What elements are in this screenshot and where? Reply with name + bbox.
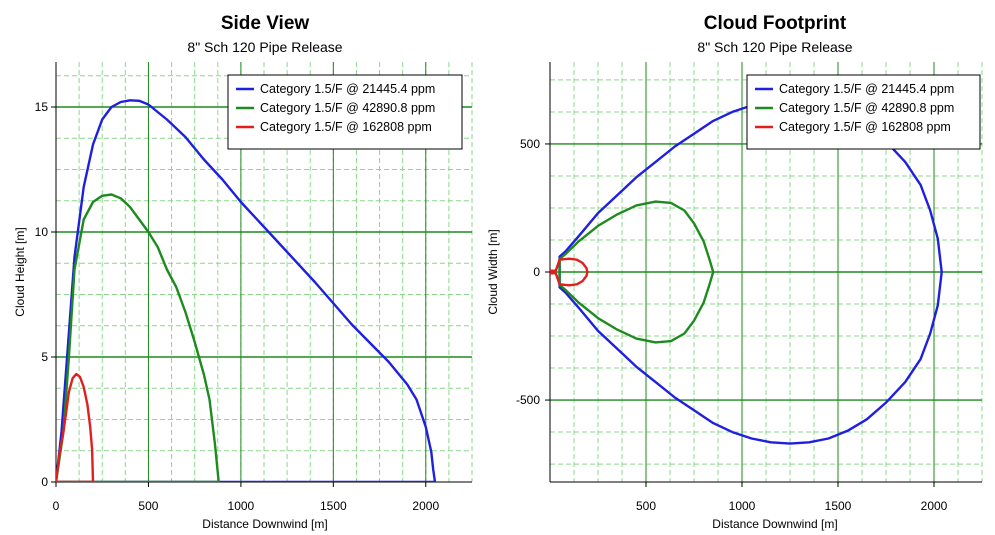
x-tick-label: 500 [636, 499, 656, 513]
series-group [56, 99, 437, 482]
x-tick-label: 1500 [320, 499, 347, 513]
y-axis-label: Cloud Width [m] [486, 229, 500, 314]
x-tick-label: 2000 [412, 499, 439, 513]
plot-1: 500 1000 1500 2000 -500 0 500 Category 1.5/F @ … [516, 62, 983, 513]
legend-box [227, 74, 463, 150]
x-axis-label: Distance Downwind [m] [712, 517, 837, 531]
y-tick-label: 0 [533, 265, 540, 279]
legend: Category 1.5/F @ 21445.4 ppm Category 1.5… [227, 74, 463, 150]
x-tick-label: 1000 [729, 499, 756, 513]
legend-entry: Category 1.5/F @ 162808 ppm [779, 120, 951, 134]
chart-title: Side View [221, 13, 310, 34]
x-tick-label: 0 [53, 499, 60, 513]
plot-layers: 0 500 1000 1500 2000 0 5 10 15 Category 1.5/F @ 2… [35, 62, 983, 513]
legend-entry: Category 1.5/F @ 162808 ppm [260, 120, 432, 134]
y-axis-label: Cloud Height [m] [13, 227, 27, 316]
series-line-0 [56, 99, 437, 482]
legend-box [746, 74, 981, 150]
series-line-2 [550, 257, 589, 287]
series-line-2 [56, 372, 95, 482]
chart-subtitle: 8" Sch 120 Pipe Release [697, 39, 852, 55]
series-line-0 [558, 99, 943, 445]
series-line-1 [558, 200, 715, 344]
legend-entry: Category 1.5/F @ 42890.8 ppm [779, 101, 954, 115]
legend-entry: Category 1.5/F @ 21445.4 ppm [260, 82, 435, 96]
y-tick-label: 10 [35, 225, 49, 239]
series-group [550, 99, 943, 445]
y-tick-label: 0 [41, 475, 48, 489]
x-tick-label: 1000 [228, 499, 255, 513]
series-line-1 [56, 193, 220, 482]
legend: Category 1.5/F @ 21445.4 ppm Category 1.5… [746, 74, 981, 150]
legend-entry: Category 1.5/F @ 42890.8 ppm [260, 101, 435, 115]
y-tick-label: 5 [41, 350, 48, 364]
y-tick-label: -500 [516, 393, 540, 407]
y-tick-label: 500 [520, 137, 540, 151]
chart-subtitle: 8" Sch 120 Pipe Release [187, 39, 342, 55]
chart-title: Cloud Footprint [704, 13, 847, 34]
x-tick-label: 1500 [825, 499, 852, 513]
x-tick-label: 500 [138, 499, 158, 513]
plot-0: 0 500 1000 1500 2000 0 5 10 15 Category 1.5/F @ 2… [35, 62, 473, 513]
y-tick-label: 15 [35, 100, 49, 114]
legend-entry: Category 1.5/F @ 21445.4 ppm [779, 82, 954, 96]
x-axis-label: Distance Downwind [m] [202, 517, 327, 531]
x-tick-label: 2000 [921, 499, 948, 513]
